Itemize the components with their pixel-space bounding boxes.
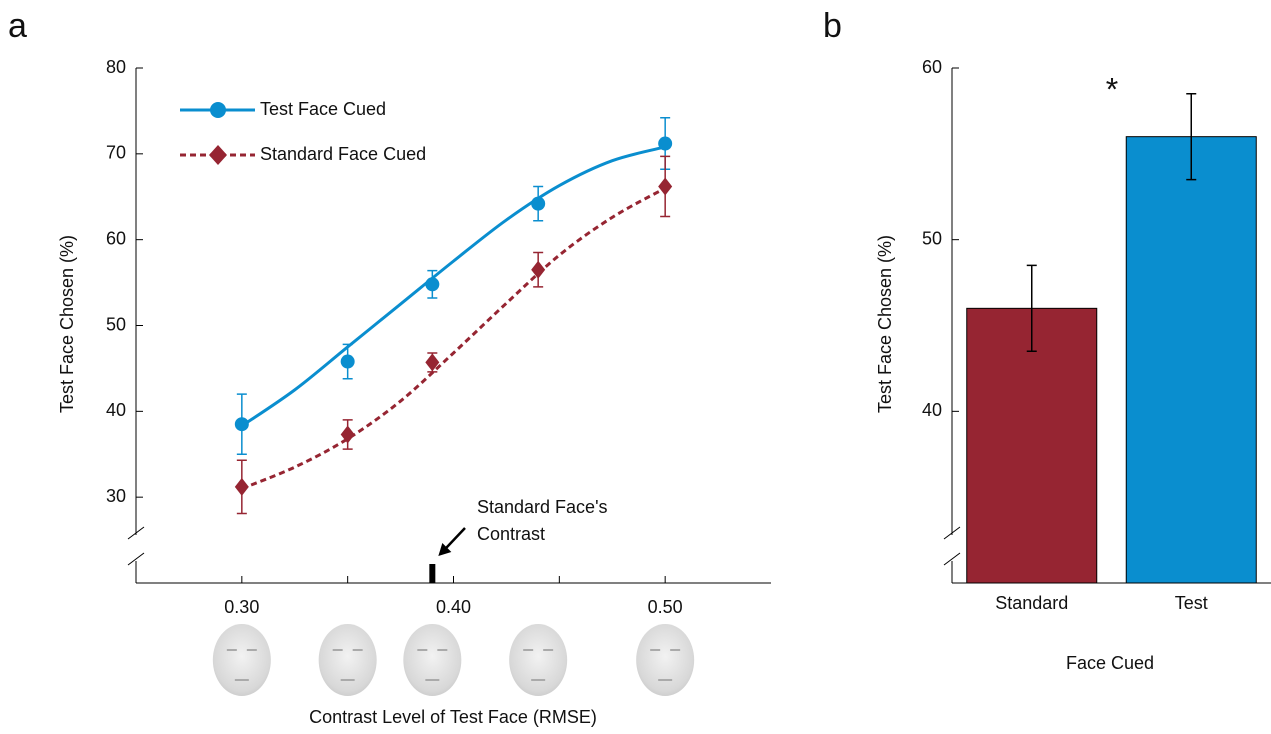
legend-label: Test Face Cued [260,99,386,119]
axis-break [943,552,961,566]
axis-break [127,552,145,566]
x-axis-label: Contrast Level of Test Face (RMSE) [309,707,597,727]
axis-break [127,526,145,540]
y-tick-label: 40 [106,400,126,420]
face-image [212,624,271,696]
y-tick-label: 30 [106,486,126,506]
data-point [234,477,249,496]
x-tick-label: 0.40 [436,597,471,617]
annotation: Contrast [477,524,545,544]
x-tick-label: Test [1175,593,1208,613]
data-point [658,136,673,151]
face-image [318,624,377,696]
y-axis-label: Test Face Chosen (%) [875,235,895,413]
y-tick-label: 50 [106,314,126,334]
legend-marker [209,145,227,165]
y-axis-label: Test Face Chosen (%) [57,235,77,413]
legend-marker [210,102,226,118]
fit-curve [240,145,666,428]
data-point [658,177,673,196]
legend-label: Standard Face Cued [260,144,426,164]
data-point [425,353,440,372]
face-image [636,624,695,696]
x-axis-label: Face Cued [1066,653,1154,673]
data-point [531,196,546,211]
y-tick-label: 80 [106,57,126,77]
face-feature [226,649,257,681]
face-feature [650,649,681,681]
data-point [340,425,355,444]
face-feature [332,649,363,681]
bar [1125,136,1257,584]
annotation: Standard Face's [477,497,608,517]
y-tick-label: 60 [106,228,126,248]
y-tick-label: 70 [106,143,126,163]
bar [966,307,1098,584]
error-bar [1186,93,1197,181]
data-point [425,277,440,292]
axis-break [943,526,961,540]
face-feature [523,649,554,681]
annotation-arrowhead [438,543,452,556]
x-tick-label: 0.50 [648,597,683,617]
data-point [234,417,249,432]
y-tick-label: 50 [922,228,942,248]
face-image [403,624,462,696]
data-point [531,260,546,279]
fit-curve [241,186,666,490]
y-tick-label: 60 [922,57,942,77]
standard-marker [429,564,436,583]
x-tick-label: Standard [995,593,1068,613]
panel-label: b [823,7,842,45]
face-feature [417,649,448,681]
y-tick-label: 40 [922,400,942,420]
error-bar [1026,264,1037,352]
x-tick-label: 0.30 [224,597,259,617]
significance-marker: * [1106,71,1118,107]
data-point [340,354,355,369]
panel-label: a [8,7,27,45]
face-image [509,624,568,696]
